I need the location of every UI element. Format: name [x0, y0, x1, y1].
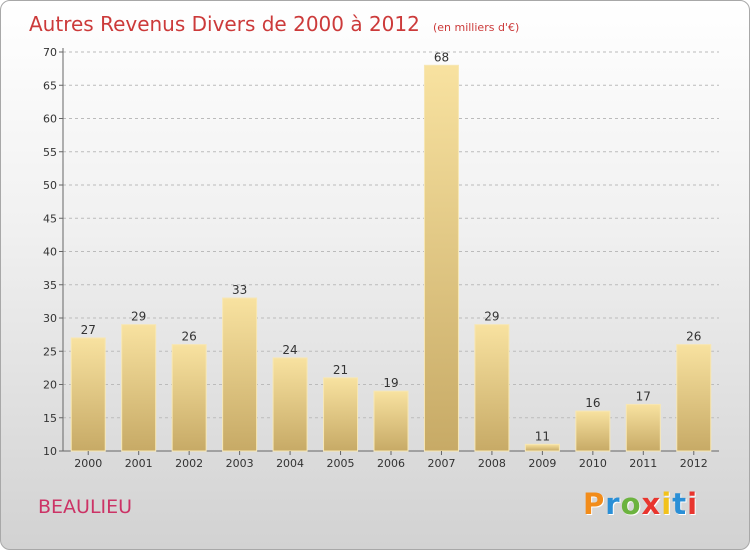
y-tick-label: 55	[43, 146, 57, 159]
x-tick-label: 2011	[629, 457, 657, 470]
y-tick-label: 10	[43, 445, 57, 458]
y-tick-label: 15	[43, 412, 57, 425]
bar	[373, 390, 409, 452]
axes	[62, 48, 719, 452]
bar-value-label: 24	[282, 343, 297, 357]
bar-value-label: 29	[131, 310, 146, 324]
y-tick-label: 70	[43, 46, 57, 59]
bar	[575, 410, 611, 452]
brand-letter: t	[672, 487, 688, 521]
bar	[676, 344, 712, 452]
y-tick-label: 35	[43, 279, 57, 292]
bar-value-label: 11	[535, 429, 550, 443]
value-labels: 27 29 26 33 24 21 19 68 29 11 16 17 26	[81, 50, 702, 443]
brand-letter: i	[661, 487, 673, 521]
y-tick-label: 40	[43, 246, 57, 259]
brand-logo: Proxiti	[583, 487, 698, 521]
bar	[272, 357, 308, 452]
bar	[423, 64, 459, 452]
bar-value-label: 33	[232, 283, 247, 297]
brand-letter: x	[641, 487, 662, 521]
bar-value-label: 19	[383, 376, 398, 390]
bar-value-label: 29	[484, 310, 499, 324]
bar	[625, 403, 661, 452]
brand-letter: P	[583, 487, 606, 521]
brand-letter: r	[605, 487, 621, 521]
y-tick-label: 60	[43, 113, 57, 126]
title-text: Autres Revenus Divers de 2000 à 2012	[29, 12, 420, 36]
bar-value-label: 16	[585, 396, 600, 410]
bar-value-label: 21	[333, 363, 348, 377]
x-tick-label: 2012	[680, 457, 708, 470]
x-tick-label: 2007	[427, 457, 455, 470]
bar	[524, 443, 560, 452]
x-tick-label: 2006	[377, 457, 405, 470]
y-tick-label: 25	[43, 345, 57, 358]
y-tick-label: 20	[43, 379, 57, 392]
grid-lines	[63, 51, 719, 419]
y-tick-label: 45	[43, 212, 57, 225]
x-tick-label: 2005	[327, 457, 355, 470]
x-tick-label: 2001	[125, 457, 153, 470]
bar-value-label: 68	[434, 50, 449, 64]
x-tick-label: 2008	[478, 457, 506, 470]
title-unit: (en milliers d'€)	[433, 21, 519, 34]
bars	[70, 64, 712, 452]
chart-title: Autres Revenus Divers de 2000 à 2012 (en…	[29, 12, 519, 36]
bar	[222, 297, 258, 452]
bar	[121, 324, 157, 452]
bar-value-label: 26	[686, 330, 701, 344]
brand-letter: o	[620, 487, 642, 521]
y-axis-ticks: 10 15 20 25 30 35 40 45 50 55 60 65 70	[43, 46, 63, 458]
x-axis-ticks: 2000 2001 2002 2003 2004 2005 2006 2007 2008 2009…	[74, 451, 708, 470]
bar	[474, 324, 510, 452]
bar-value-label: 27	[81, 323, 96, 337]
x-tick-label: 2009	[528, 457, 556, 470]
x-tick-label: 2010	[579, 457, 607, 470]
brand-letter: i	[687, 487, 699, 521]
bar-value-label: 17	[636, 389, 651, 403]
bar-value-label: 26	[182, 330, 197, 344]
x-tick-label: 2002	[175, 457, 203, 470]
bar	[171, 344, 207, 452]
bar	[70, 337, 106, 452]
x-tick-label: 2000	[74, 457, 102, 470]
y-tick-label: 50	[43, 179, 57, 192]
y-tick-label: 65	[43, 79, 57, 92]
bar	[323, 377, 359, 452]
y-tick-label: 30	[43, 312, 57, 325]
location-name: BEAULIEU	[38, 496, 133, 518]
x-tick-label: 2003	[226, 457, 254, 470]
x-tick-label: 2004	[276, 457, 304, 470]
